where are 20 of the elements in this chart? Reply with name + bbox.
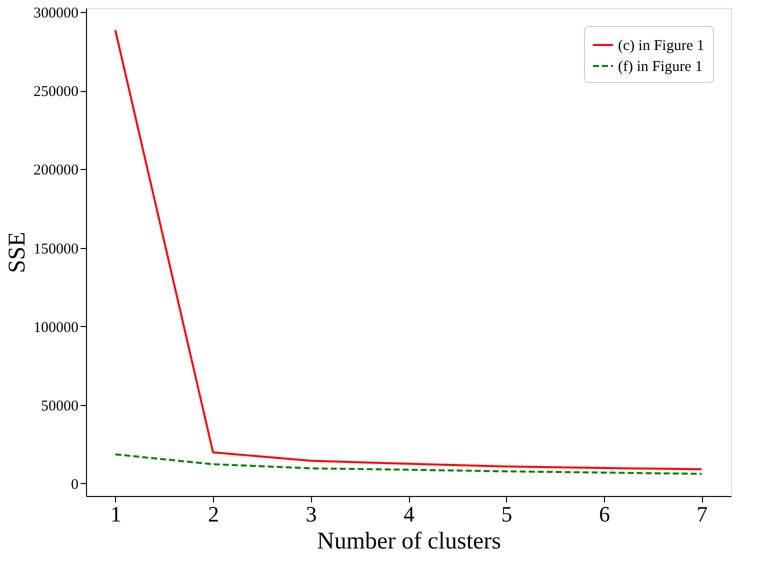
- x-tick-label: 7: [696, 502, 708, 526]
- x-tick-label: 3: [306, 502, 317, 526]
- x-tick-label: 2: [208, 502, 220, 526]
- x-tick-label: 1: [110, 502, 122, 526]
- y-tick-label: 100000: [34, 320, 78, 336]
- line-series: [114, 453, 703, 475]
- y-tick-label: 200000: [34, 162, 78, 179]
- legend-label: (c) in Figure 1: [618, 38, 704, 54]
- y-tick-label: 0: [71, 476, 78, 493]
- line-series: [114, 29, 703, 470]
- y-tick-label: 250000: [34, 84, 78, 100]
- y-tick-label: 50000: [41, 398, 78, 414]
- y-tick-label: 150000: [34, 241, 78, 258]
- x-tick-label: 5: [501, 502, 512, 526]
- legend-label: (f) in Figure 1: [618, 59, 703, 75]
- y-tick-label: 300000: [34, 6, 78, 22]
- x-axis-title: Number of clusters: [317, 528, 501, 554]
- x-tick-label: 4: [404, 502, 414, 526]
- y-axis-title: SSE: [4, 232, 30, 274]
- x-tick-label: 6: [598, 502, 610, 526]
